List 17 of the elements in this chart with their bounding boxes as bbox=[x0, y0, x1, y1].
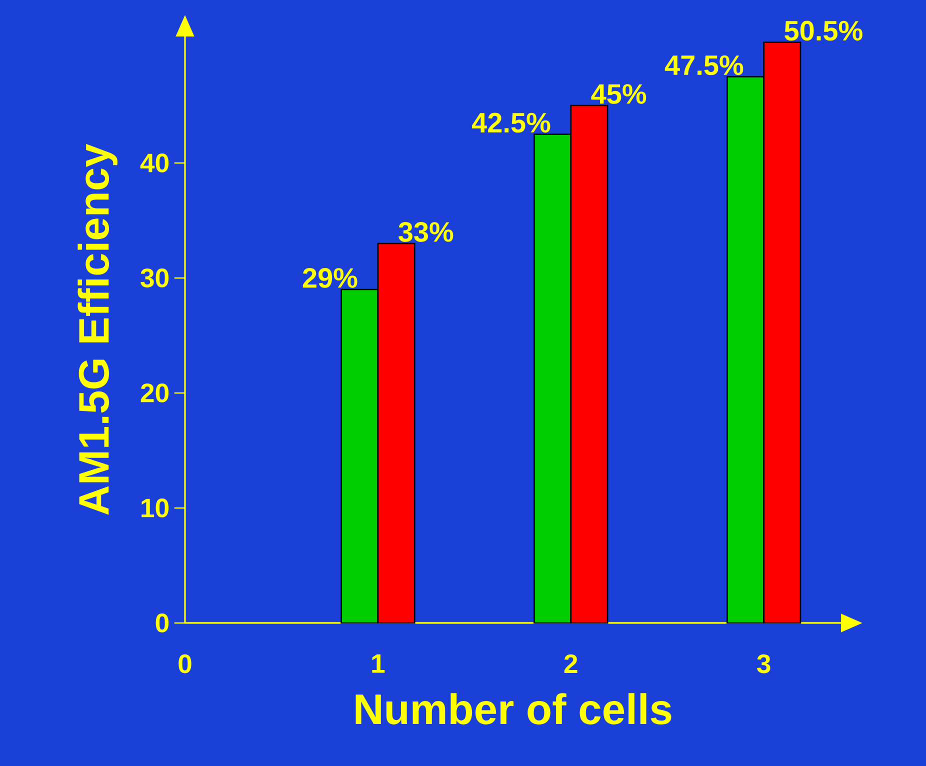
data-label: 47.5% bbox=[664, 55, 744, 76]
y-tick-label: 30 bbox=[140, 268, 169, 288]
x-tick-label: 1 bbox=[372, 654, 385, 673]
x-axis-title: Number of cells bbox=[356, 693, 672, 724]
x-tick-label: 2 bbox=[564, 654, 578, 673]
data-label: 45% bbox=[591, 84, 646, 104]
x-tick-label: 3 bbox=[757, 654, 770, 674]
y-tick-label: 0 bbox=[156, 614, 169, 632]
y-axis-title: AM1.5G Efficiency bbox=[78, 144, 118, 515]
y-tick-label: 40 bbox=[140, 154, 169, 172]
y-tick-label: 20 bbox=[140, 384, 169, 402]
data-label: 29% bbox=[302, 268, 358, 288]
y-tick-label: 10 bbox=[142, 498, 169, 518]
data-label: 33% bbox=[398, 222, 454, 242]
x-tick-label: 0 bbox=[178, 654, 192, 674]
data-label: 50.5% bbox=[784, 20, 862, 41]
data-label: 42.5% bbox=[472, 112, 550, 133]
